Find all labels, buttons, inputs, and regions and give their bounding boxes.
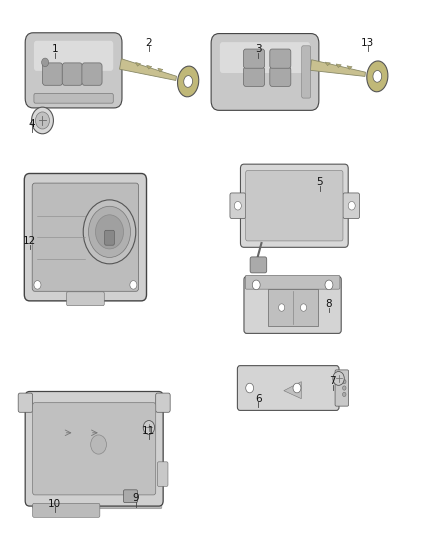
FancyBboxPatch shape [244, 276, 341, 334]
Circle shape [88, 206, 131, 257]
Polygon shape [311, 60, 365, 76]
FancyBboxPatch shape [244, 67, 265, 86]
Circle shape [252, 280, 260, 290]
FancyBboxPatch shape [25, 33, 122, 108]
Ellipse shape [177, 66, 199, 97]
Text: 1: 1 [51, 44, 58, 54]
FancyBboxPatch shape [270, 67, 291, 86]
FancyBboxPatch shape [220, 42, 310, 73]
Circle shape [325, 280, 333, 290]
Text: 10: 10 [48, 499, 61, 508]
FancyBboxPatch shape [124, 490, 138, 503]
Polygon shape [347, 66, 352, 69]
Text: 3: 3 [255, 44, 262, 54]
FancyBboxPatch shape [105, 230, 114, 245]
FancyBboxPatch shape [246, 171, 343, 241]
Text: 5: 5 [316, 177, 323, 187]
Polygon shape [158, 68, 163, 72]
Circle shape [91, 435, 106, 454]
FancyBboxPatch shape [157, 462, 168, 486]
Polygon shape [336, 64, 341, 68]
FancyBboxPatch shape [250, 257, 267, 273]
FancyBboxPatch shape [67, 292, 104, 305]
FancyBboxPatch shape [32, 497, 162, 508]
FancyBboxPatch shape [32, 183, 138, 291]
FancyBboxPatch shape [335, 370, 349, 406]
Text: 13: 13 [361, 38, 374, 47]
Circle shape [83, 200, 136, 264]
FancyBboxPatch shape [343, 193, 360, 219]
Circle shape [343, 392, 346, 397]
Text: 2: 2 [145, 38, 152, 47]
FancyBboxPatch shape [18, 393, 33, 413]
Text: 8: 8 [325, 299, 332, 309]
Polygon shape [284, 382, 301, 399]
FancyBboxPatch shape [156, 393, 170, 413]
Circle shape [34, 280, 41, 289]
Text: 4: 4 [28, 119, 35, 128]
Text: 9: 9 [132, 494, 139, 503]
Circle shape [130, 280, 137, 289]
FancyBboxPatch shape [82, 63, 102, 85]
Circle shape [234, 201, 241, 210]
Text: 12: 12 [23, 236, 36, 246]
Polygon shape [120, 59, 177, 80]
FancyBboxPatch shape [230, 193, 246, 219]
Circle shape [32, 107, 53, 134]
FancyBboxPatch shape [245, 276, 340, 289]
FancyBboxPatch shape [302, 46, 311, 98]
Text: 6: 6 [255, 394, 262, 403]
FancyBboxPatch shape [244, 49, 265, 68]
Circle shape [35, 112, 49, 129]
Circle shape [348, 201, 355, 210]
Polygon shape [325, 62, 330, 66]
Text: 11: 11 [142, 426, 155, 435]
Text: 7: 7 [329, 376, 336, 386]
Circle shape [42, 58, 49, 67]
Circle shape [95, 215, 124, 249]
FancyBboxPatch shape [25, 173, 146, 301]
FancyBboxPatch shape [240, 164, 348, 247]
FancyBboxPatch shape [34, 41, 113, 71]
Circle shape [343, 379, 346, 384]
Polygon shape [147, 65, 152, 69]
Circle shape [279, 304, 285, 311]
Circle shape [333, 372, 344, 385]
Ellipse shape [367, 61, 388, 92]
FancyBboxPatch shape [42, 63, 63, 85]
FancyBboxPatch shape [32, 503, 100, 517]
Circle shape [143, 421, 155, 434]
FancyBboxPatch shape [32, 403, 156, 495]
Circle shape [246, 383, 254, 393]
FancyBboxPatch shape [62, 63, 82, 85]
Circle shape [293, 383, 301, 393]
Circle shape [300, 304, 307, 311]
Ellipse shape [373, 70, 382, 82]
Circle shape [343, 386, 346, 390]
Ellipse shape [184, 76, 193, 87]
Polygon shape [135, 62, 141, 66]
FancyBboxPatch shape [211, 34, 319, 110]
FancyBboxPatch shape [270, 49, 291, 68]
FancyBboxPatch shape [237, 366, 339, 410]
FancyBboxPatch shape [268, 289, 318, 326]
FancyBboxPatch shape [25, 391, 163, 506]
FancyBboxPatch shape [34, 94, 113, 103]
